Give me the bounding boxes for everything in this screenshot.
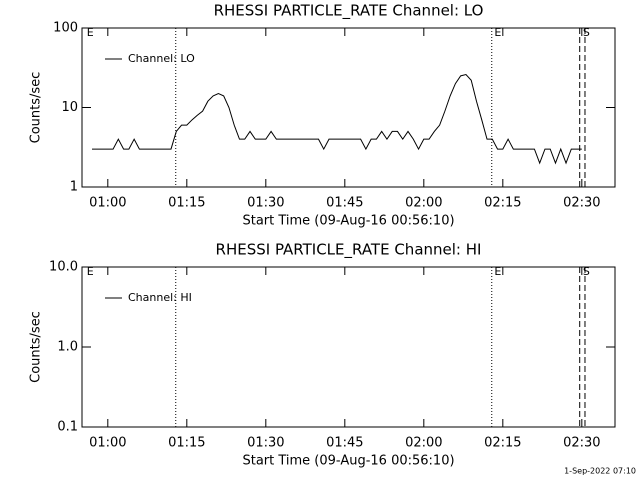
x-tick-label: 01:45 (326, 196, 363, 211)
y-tick-label: 1.0 (57, 340, 78, 355)
legend-label: Channel: HI (128, 291, 192, 304)
x-axis-label: Start Time (09-Aug-16 00:56:10) (242, 454, 454, 469)
footer: 1-Sep-2022 07:10 (564, 467, 636, 476)
y-tick-label: 100 (53, 21, 78, 36)
legend-label: Channel: LO (128, 52, 195, 65)
data-line (92, 73, 582, 165)
x-tick-label: 01:30 (247, 436, 284, 451)
y-tick-label: 10.0 (49, 260, 78, 275)
x-tick-label: 01:15 (168, 196, 205, 211)
y-tick-label: 0.1 (57, 420, 78, 435)
y-axis-label: Counts/sec (29, 311, 44, 383)
flag-label: S (583, 265, 590, 278)
x-tick-label: 01:00 (89, 196, 126, 211)
x-tick-label: 02:15 (484, 436, 521, 451)
x-tick-label: 02:00 (405, 196, 442, 211)
y-tick-label: 1 (70, 180, 78, 195)
x-tick-label: 01:45 (326, 436, 363, 451)
x-axis-label: Start Time (09-Aug-16 00:56:10) (242, 214, 454, 229)
x-tick-label: 02:00 (405, 436, 442, 451)
flag-label: E (87, 265, 94, 278)
y-tick-label: 10 (61, 100, 78, 115)
chart-title: RHESSI PARTICLE_RATE Channel: HI (216, 241, 482, 260)
flag-label: E (494, 26, 501, 39)
y-axis-label: Counts/sec (29, 72, 44, 144)
flag-label: S (583, 26, 590, 39)
chart-title: RHESSI PARTICLE_RATE Channel: LO (214, 2, 484, 21)
x-tick-label: 01:30 (247, 196, 284, 211)
flag-label: E (87, 26, 94, 39)
flag-label: E (494, 265, 501, 278)
x-tick-label: 02:30 (563, 436, 600, 451)
x-tick-label: 01:00 (89, 436, 126, 451)
x-tick-label: 02:15 (484, 196, 521, 211)
x-tick-label: 02:30 (563, 196, 600, 211)
x-tick-label: 01:15 (168, 436, 205, 451)
